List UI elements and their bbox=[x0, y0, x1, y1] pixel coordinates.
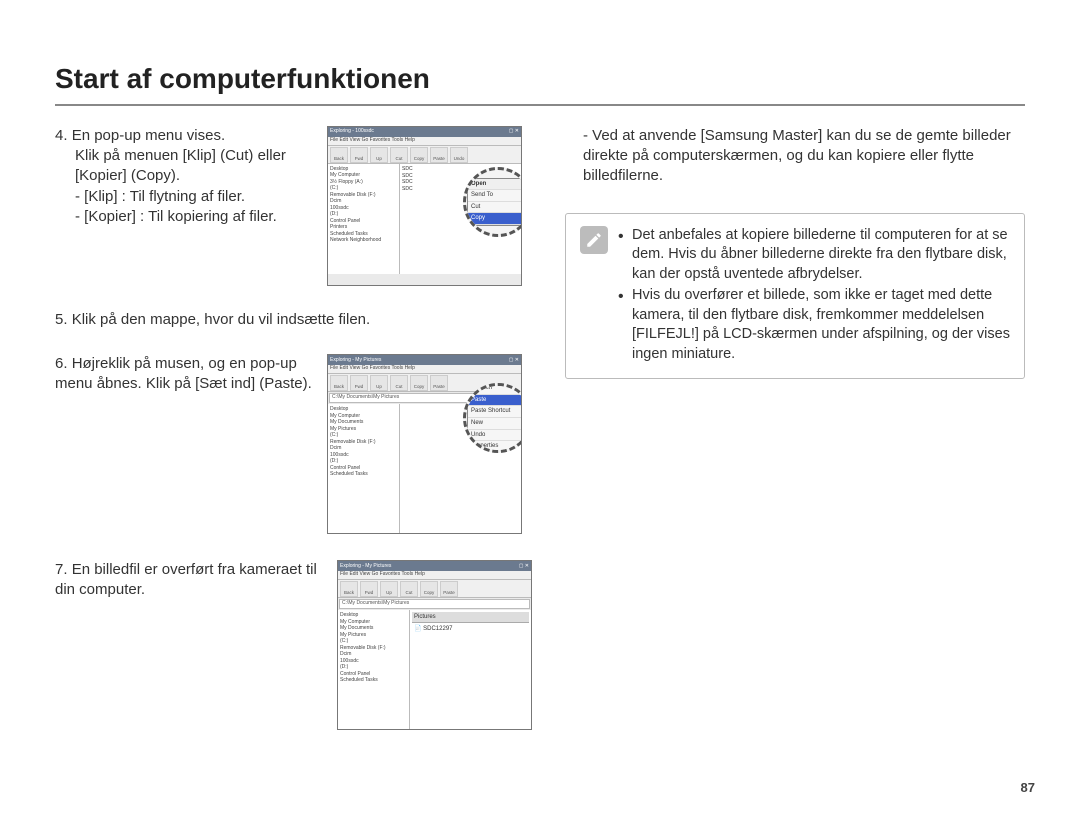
note-item-2: Hvis du overfører et billede, som ikke e… bbox=[618, 286, 1010, 364]
ctx1-sendto: Send To bbox=[468, 190, 522, 202]
step-6-text-block: 6. Højreklik på musen, og en pop-up menu… bbox=[55, 354, 315, 395]
ctx1-cut: Cut bbox=[468, 202, 522, 214]
right-column: - Ved at anvende [Samsung Master] kan du… bbox=[565, 126, 1025, 748]
ctx2-pasteshortcut: Paste Shortcut bbox=[468, 406, 522, 418]
tbtn-paste: Paste bbox=[430, 147, 448, 163]
step-4-line1: En pop-up menu vises. bbox=[72, 127, 225, 144]
win3-panel-header: Pictures bbox=[412, 612, 529, 623]
step-4-line2: Klik på menuen [Klip] (Cut) eller [Kopie… bbox=[55, 146, 315, 187]
ctx1-copy: Copy bbox=[468, 213, 522, 225]
step-4-num: 4. bbox=[55, 127, 68, 144]
ctx2-undo: Undo bbox=[468, 430, 522, 442]
samsung-master-para: - Ved at anvende [Samsung Master] kan du… bbox=[565, 126, 1025, 187]
window-cut-copy: Exploring - 100ssdc▢ ✕ File Edit View Go… bbox=[327, 126, 522, 286]
win1-tree: Desktop My Computer 3½ Floppy (A:) (C:) … bbox=[328, 164, 400, 274]
window-result: Exploring - My Pictures▢ ✕ File Edit Vie… bbox=[337, 560, 532, 730]
step-4-sub1: - [Klip] : Til flytning af filer. bbox=[55, 187, 315, 207]
win2-tree: Desktop My Computer My Documents My Pict… bbox=[328, 404, 400, 534]
page-title: Start af computerfunktionen bbox=[55, 60, 1025, 106]
step-6-text: Højreklik på musen, og en pop-up menu åb… bbox=[55, 355, 312, 392]
tbtn-up: Up bbox=[370, 147, 388, 163]
left-column: 4. En pop-up menu vises. Klik på menuen … bbox=[55, 126, 535, 748]
window-paste: Exploring - My Pictures▢ ✕ File Edit Vie… bbox=[327, 354, 522, 534]
ctx1-open: Open bbox=[468, 179, 522, 191]
step-5-num: 5. bbox=[55, 311, 68, 328]
tbtn-fwd: Fwd bbox=[350, 147, 368, 163]
win3-title: Exploring - My Pictures bbox=[340, 563, 391, 570]
tbtn-copy: Copy bbox=[410, 147, 428, 163]
win1-toolbar: Back Fwd Up Cut Copy Paste Undo bbox=[328, 146, 521, 164]
ctx2-paste: Paste bbox=[468, 395, 522, 407]
win3-menu: File Edit View Go Favorites Tools Help bbox=[338, 571, 531, 580]
page-number: 87 bbox=[1021, 779, 1035, 797]
win2-title: Exploring - My Pictures bbox=[330, 357, 381, 364]
win1-title: Exploring - 100ssdc bbox=[330, 128, 374, 135]
note-item-1: Det anbefales at kopiere billederne til … bbox=[618, 226, 1010, 285]
win3-tree: Desktop My Computer My Documents My Pict… bbox=[338, 610, 410, 730]
win3-toolbar: Back Fwd Up Cut Copy Paste bbox=[338, 580, 531, 598]
step-7-num: 7. bbox=[55, 561, 68, 578]
note-icon bbox=[580, 226, 608, 254]
ctx2-new: New bbox=[468, 418, 522, 430]
win3-pane: Pictures 📄 SDC12297 bbox=[410, 610, 531, 730]
note-list: Det anbefales at kopiere billederne til … bbox=[618, 226, 1010, 367]
win3-item: SDC12297 bbox=[423, 626, 452, 632]
step-4-sub2: - [Kopier] : Til kopiering af filer. bbox=[55, 207, 315, 227]
win2-menu: File Edit View Go Favorites Tools Help bbox=[328, 365, 521, 374]
tbtn-cut: Cut bbox=[390, 147, 408, 163]
note-box: Det anbefales at kopiere billederne til … bbox=[565, 213, 1025, 380]
win3-addr: C:\My Documents\My Pictures bbox=[339, 599, 530, 609]
step-6-num: 6. bbox=[55, 355, 68, 372]
step-4-text: 4. En pop-up menu vises. Klik på menuen … bbox=[55, 126, 315, 227]
step-4: 4. En pop-up menu vises. Klik på menuen … bbox=[55, 126, 535, 286]
ctx-menu-2: Refresh Paste Paste Shortcut New Undo Pr… bbox=[467, 383, 522, 453]
tbtn-undo: Undo bbox=[450, 147, 468, 163]
magnifier-cutcopy: Open Send To Cut Copy bbox=[463, 167, 522, 237]
step-7-text-block: 7. En billedfil er overført fra kameraet… bbox=[55, 560, 325, 601]
ctx-menu-1: Open Send To Cut Copy bbox=[467, 178, 522, 226]
step-5: 5. Klik på den mappe, hvor du vil indsæt… bbox=[55, 310, 535, 330]
step-7: 7. En billedfil er overført fra kameraet… bbox=[55, 560, 535, 730]
tbtn-back: Back bbox=[330, 147, 348, 163]
step-7-text: En billedfil er overført fra kameraet ti… bbox=[55, 561, 317, 598]
step-5-text: Klik på den mappe, hvor du vil indsætte … bbox=[72, 311, 371, 328]
step-6: 6. Højreklik på musen, og en pop-up menu… bbox=[55, 354, 535, 534]
win1-menu: File Edit View Go Favorites Tools Help bbox=[328, 137, 521, 146]
